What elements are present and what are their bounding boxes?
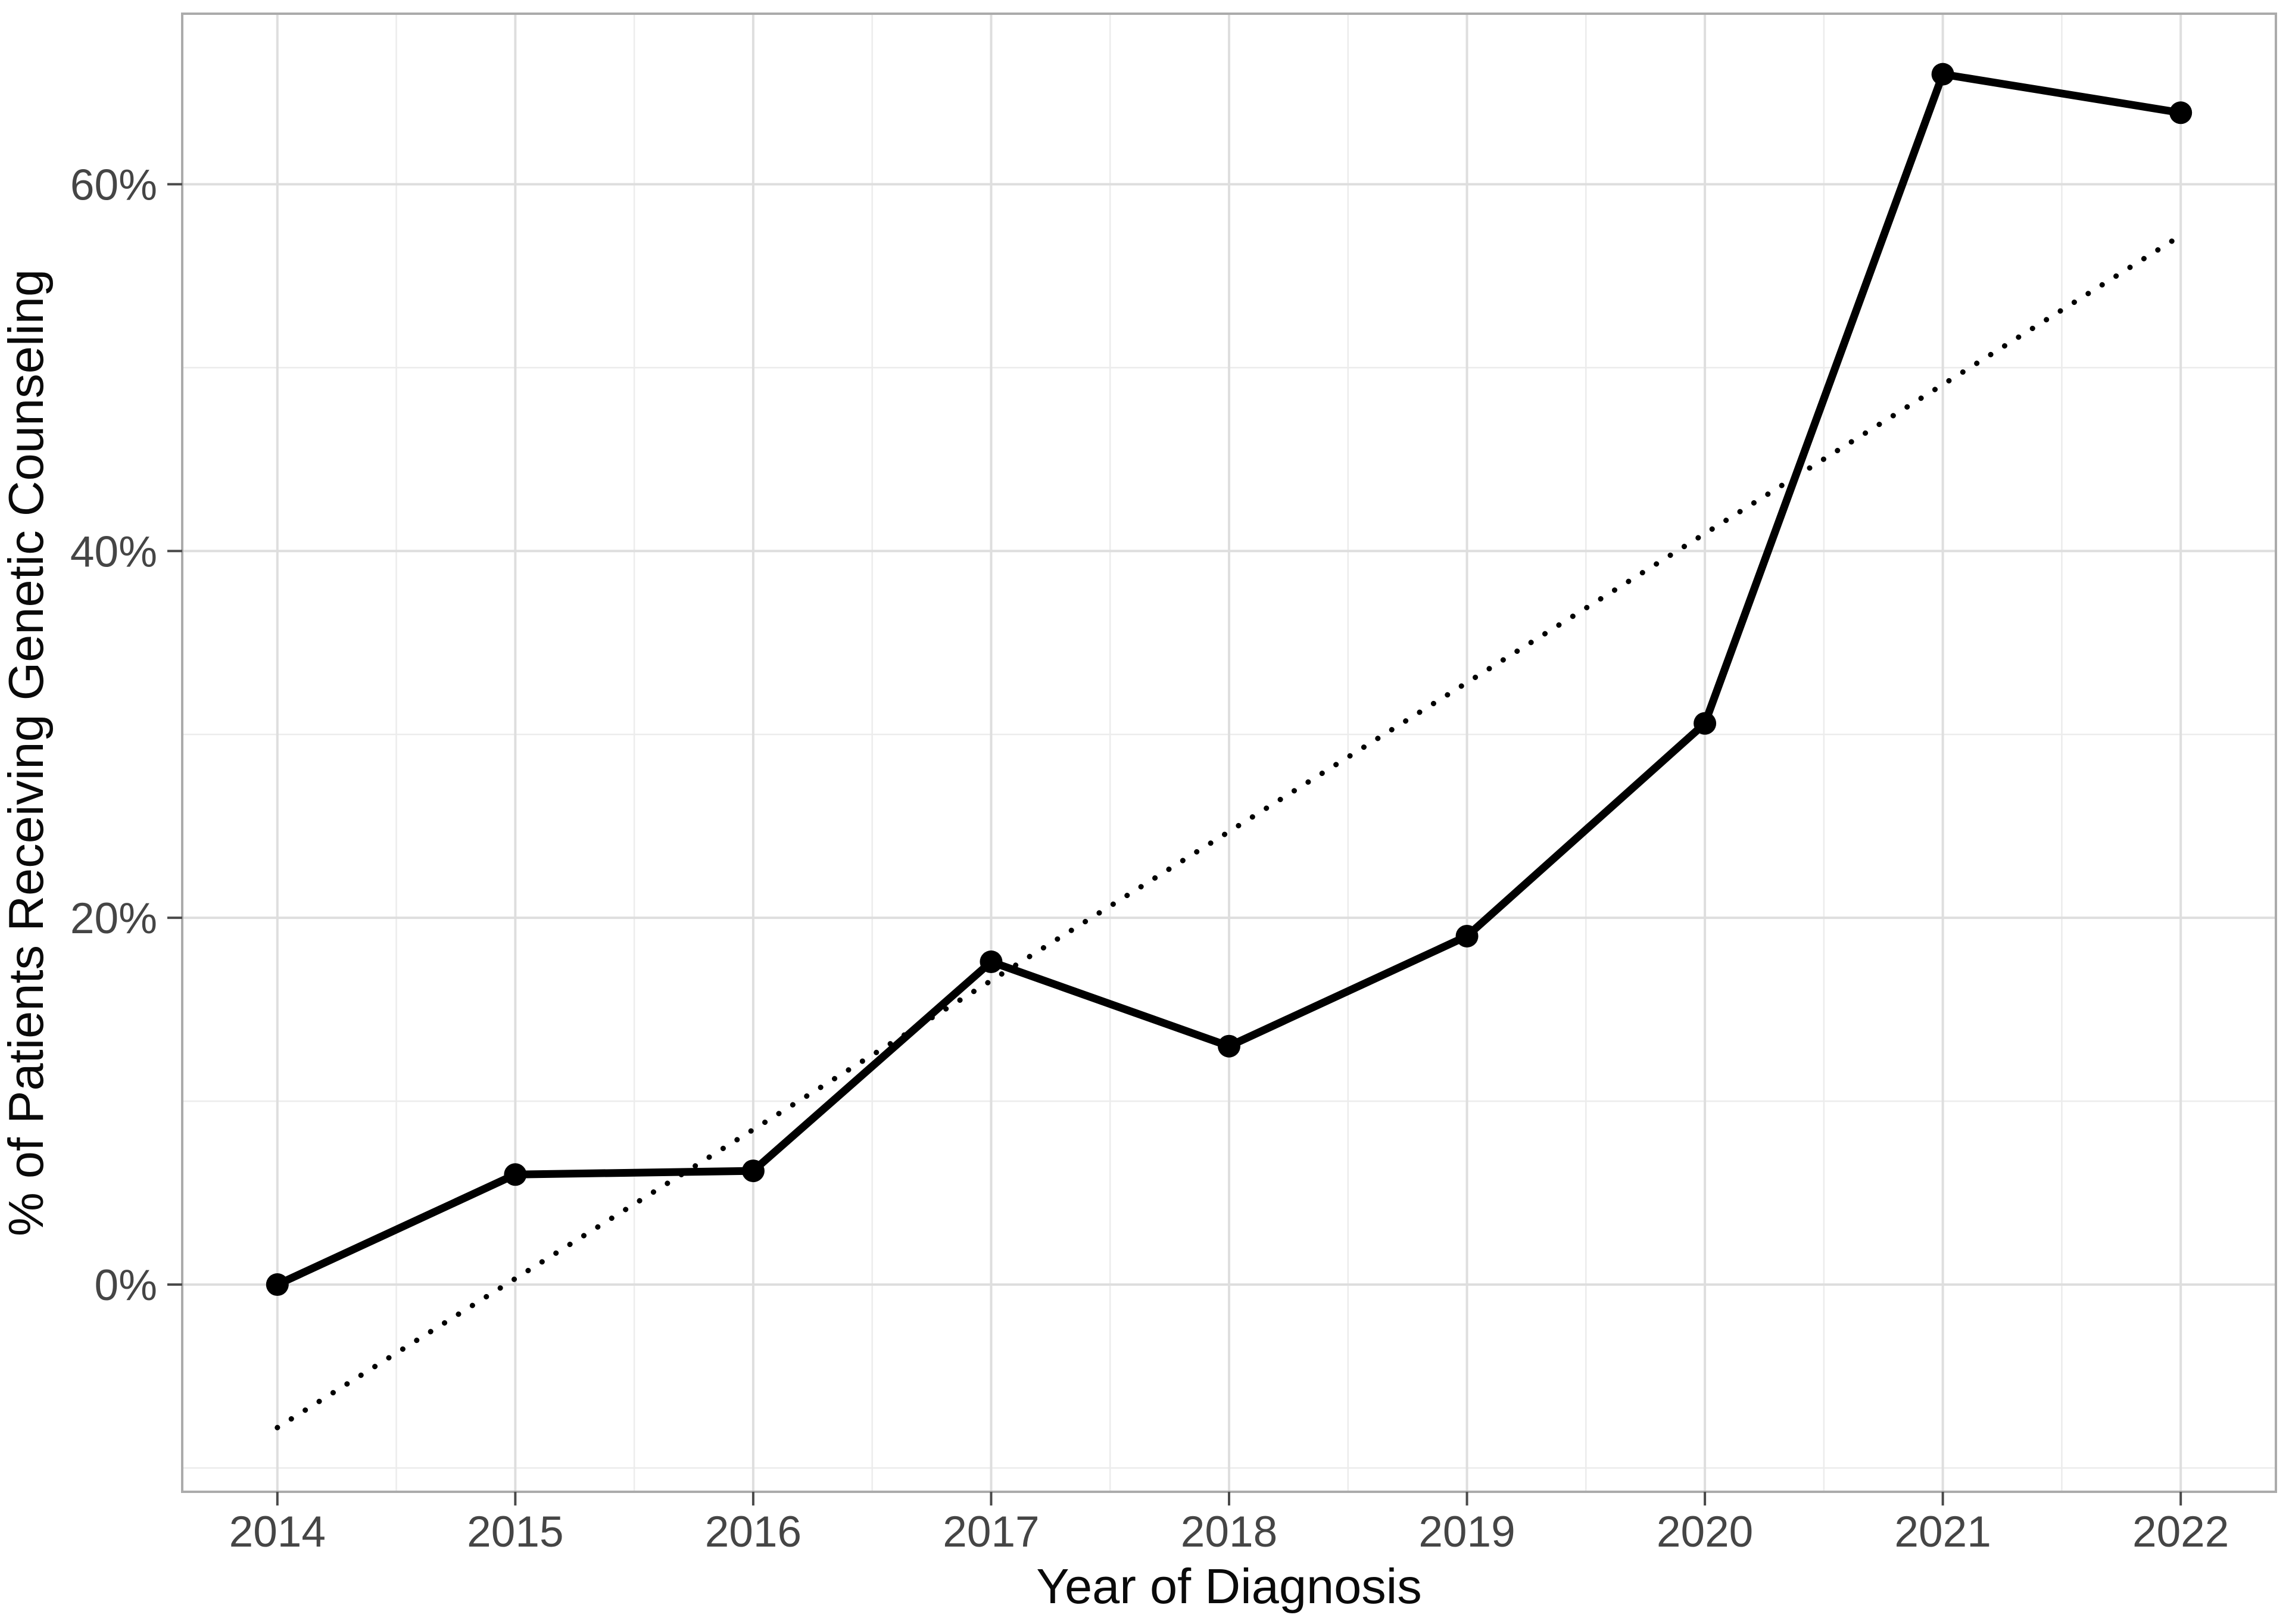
x-tick-label-2017: 2017: [943, 1508, 1039, 1556]
data-point-2021: [1931, 63, 1954, 86]
y-tick-label-0pct: 0%: [94, 1261, 157, 1310]
x-tick-label-2022: 2022: [2132, 1508, 2229, 1556]
data-point-2022: [2169, 101, 2193, 124]
x-tick-label-2014: 2014: [229, 1508, 326, 1556]
data-point-2016: [741, 1159, 765, 1183]
trend-dotted-line: [275, 233, 2184, 1430]
data-point-2019: [1455, 924, 1479, 947]
y-tick-label-20pct: 20%: [70, 894, 157, 943]
axis-tick-marks: [167, 183, 2182, 1505]
x-tick-label-2021: 2021: [1894, 1508, 1991, 1556]
y-tick-label-40pct: 40%: [70, 528, 157, 576]
x-axis-tick-labels: 2014 2015 2016 2017 2018 2019 2020 2021 2022: [229, 1508, 2229, 1556]
data-point-2018: [1218, 1034, 1240, 1058]
x-tick-label-2019: 2019: [1418, 1508, 1515, 1556]
data-point-2020: [1694, 712, 1717, 735]
trend-line-layer: [275, 233, 2184, 1430]
y-tick-label-60pct: 60%: [70, 161, 157, 209]
data-point-2014: [266, 1273, 289, 1296]
y-axis-tick-labels: 0% 20% 40% 60%: [70, 161, 157, 1310]
x-tick-label-2016: 2016: [705, 1508, 802, 1556]
data-point-2017: [980, 950, 1003, 974]
x-tick-label-2020: 2020: [1657, 1508, 1753, 1556]
major-gridlines: [182, 14, 2276, 1492]
x-tick-label-2018: 2018: [1181, 1508, 1277, 1556]
x-tick-label-2015: 2015: [467, 1508, 563, 1556]
y-axis-title: % of Patients Receiving Genetic Counseli…: [0, 269, 54, 1236]
data-point-2015: [504, 1163, 527, 1186]
data-line-layer: [266, 63, 2193, 1296]
x-axis-title: Year of Diagnosis: [1036, 1558, 1422, 1614]
